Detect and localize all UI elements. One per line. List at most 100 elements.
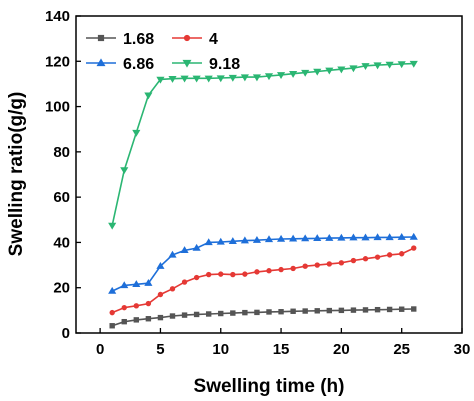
data-point-4 bbox=[326, 261, 333, 267]
series-line-9.18 bbox=[111, 62, 414, 226]
data-point-4 bbox=[242, 271, 248, 277]
data-point-6.86 bbox=[108, 286, 117, 294]
legend-label-9.18: 9.18 bbox=[209, 56, 240, 73]
data-point-6.86 bbox=[120, 281, 129, 289]
data-point-1.68 bbox=[181, 312, 188, 318]
data-point-1.68 bbox=[350, 307, 357, 313]
data-point-6.86 bbox=[144, 279, 153, 286]
data-point-9.18 bbox=[337, 66, 346, 74]
data-point-6.86 bbox=[156, 262, 165, 269]
data-point-9.18 bbox=[204, 75, 213, 83]
data-point-9.18 bbox=[385, 61, 394, 69]
data-point-9.18 bbox=[349, 65, 358, 73]
legend-marker-4 bbox=[183, 34, 191, 42]
data-point-9.18 bbox=[361, 63, 370, 70]
data-point-4 bbox=[411, 245, 417, 251]
data-point-4 bbox=[314, 262, 320, 268]
data-point-1.68 bbox=[157, 314, 164, 321]
data-point-1.68 bbox=[386, 306, 393, 313]
data-point-9.18 bbox=[156, 76, 165, 84]
data-point-6.86 bbox=[216, 237, 225, 245]
y-tick-label: 40 bbox=[53, 234, 70, 251]
data-point-1.68 bbox=[169, 313, 176, 319]
data-point-9.18 bbox=[144, 92, 153, 100]
data-point-6.86 bbox=[228, 237, 237, 244]
data-point-9.18 bbox=[289, 71, 298, 78]
data-point-9.18 bbox=[168, 76, 177, 83]
data-point-6.86 bbox=[192, 243, 201, 251]
data-point-9.18 bbox=[240, 74, 249, 82]
data-point-9.18 bbox=[276, 72, 286, 80]
axis-ticks: 0 20 40 60 80 100 120 140 0 5 10 15 20 25 30 bbox=[45, 8, 470, 358]
legend-label-1.68: 1.68 bbox=[123, 31, 154, 48]
data-point-9.18 bbox=[325, 67, 334, 75]
data-point-1.68 bbox=[254, 309, 260, 316]
data-point-6.86 bbox=[301, 234, 310, 242]
legend: 1.68 4 6.86 9.18 bbox=[86, 31, 240, 73]
data-point-6.86 bbox=[252, 235, 262, 243]
x-tick-label: 0 bbox=[96, 341, 104, 358]
data-point-6.86 bbox=[373, 233, 382, 241]
y-tick-label: 120 bbox=[45, 53, 70, 70]
data-point-4 bbox=[181, 279, 188, 285]
data-point-9.18 bbox=[409, 60, 418, 68]
data-point-4 bbox=[266, 268, 272, 274]
data-point-1.68 bbox=[314, 308, 320, 314]
data-point-1.68 bbox=[205, 311, 212, 317]
data-point-9.18 bbox=[301, 69, 310, 77]
data-point-6.86 bbox=[349, 233, 358, 241]
data-point-6.86 bbox=[264, 235, 274, 243]
data-point-4 bbox=[398, 251, 405, 257]
legend-marker-9.18 bbox=[182, 59, 192, 68]
data-point-1.68 bbox=[398, 306, 405, 312]
data-point-9.18 bbox=[216, 75, 225, 83]
series-line-1.68 bbox=[111, 308, 414, 327]
data-point-1.68 bbox=[338, 307, 345, 314]
data-point-9.18 bbox=[108, 222, 117, 230]
legend-label-6.86: 6.86 bbox=[123, 56, 154, 73]
data-point-6.86 bbox=[276, 234, 286, 242]
data-point-9.18 bbox=[264, 73, 274, 81]
data-point-1.68 bbox=[109, 323, 115, 329]
data-point-1.68 bbox=[242, 309, 248, 316]
y-tick-label: 100 bbox=[45, 99, 70, 116]
data-point-9.18 bbox=[120, 167, 129, 175]
data-point-6.86 bbox=[240, 236, 249, 244]
data-point-4 bbox=[230, 271, 236, 278]
x-tick-label: 10 bbox=[212, 341, 229, 358]
data-point-1.68 bbox=[230, 310, 236, 316]
data-point-1.68 bbox=[145, 316, 152, 322]
data-point-4 bbox=[133, 303, 140, 309]
data-point-1.68 bbox=[133, 317, 140, 323]
data-point-1.68 bbox=[374, 306, 381, 313]
data-point-6.86 bbox=[132, 280, 141, 288]
data-point-4 bbox=[109, 309, 115, 316]
data-point-4 bbox=[386, 252, 393, 258]
legend-marker-6.86 bbox=[96, 58, 106, 67]
y-tick-label: 60 bbox=[53, 189, 70, 206]
data-point-4 bbox=[374, 254, 381, 260]
x-tick-label: 20 bbox=[333, 341, 350, 358]
x-axis-title: Swelling time (h) bbox=[194, 376, 345, 397]
data-point-1.68 bbox=[290, 308, 296, 314]
data-point-6.86 bbox=[204, 238, 213, 246]
plot-frame bbox=[75, 15, 463, 334]
legend-label-4: 4 bbox=[209, 31, 218, 48]
data-point-4 bbox=[338, 260, 345, 266]
data-point-9.18 bbox=[397, 61, 406, 69]
data-point-4 bbox=[121, 304, 127, 311]
series-markers bbox=[108, 60, 418, 329]
data-point-1.68 bbox=[411, 306, 417, 312]
data-point-4 bbox=[350, 257, 357, 264]
data-point-1.68 bbox=[362, 307, 369, 313]
data-point-6.86 bbox=[361, 233, 370, 241]
data-point-1.68 bbox=[326, 307, 333, 314]
data-point-1.68 bbox=[193, 311, 200, 318]
legend-marker-1.68 bbox=[97, 34, 105, 42]
data-point-9.18 bbox=[180, 75, 189, 83]
x-tick-label: 30 bbox=[454, 341, 471, 358]
series-line-6.86 bbox=[111, 236, 414, 292]
data-point-6.86 bbox=[313, 234, 322, 242]
